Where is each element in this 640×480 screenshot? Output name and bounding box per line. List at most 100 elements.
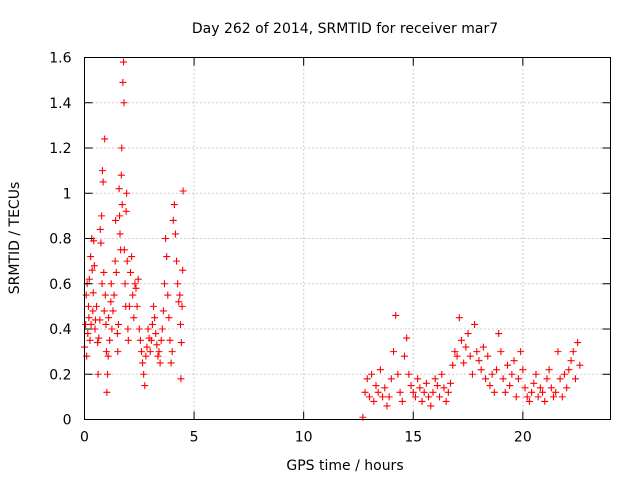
data-point [139,359,147,367]
data-point [442,397,450,405]
data-point [499,375,507,383]
data-point [114,348,122,356]
data-point [157,336,165,344]
data-point [123,257,131,265]
data-point [159,307,167,315]
data-point [108,325,116,333]
data-point [155,348,163,356]
data-point [125,302,133,310]
data-point [468,370,476,378]
data-point [490,388,498,396]
data-point [109,307,117,315]
data-point [115,185,123,193]
data-point [134,275,142,283]
data-point [143,343,151,351]
data-point [482,375,490,383]
data-point [372,382,380,390]
data-point [110,291,118,299]
data-point [142,352,150,360]
data-point [429,388,437,396]
data-point [390,348,398,356]
data-point [148,320,156,328]
data-point [497,348,505,356]
data-point [113,330,121,338]
data-point [374,388,382,396]
data-point [107,298,115,306]
data-point [550,393,558,401]
data-point [411,393,419,401]
data-point [438,370,446,378]
data-point [95,334,103,342]
data-point [147,336,155,344]
data-point [464,330,472,338]
data-point [379,393,387,401]
data-point [376,366,384,374]
data-point [122,207,130,215]
data-point [571,375,579,383]
data-point [140,370,148,378]
data-point [167,359,175,367]
data-point [119,78,127,86]
data-point [98,212,106,220]
data-point [361,388,369,396]
data-point [86,336,94,344]
data-point [512,393,520,401]
data-point [440,384,448,392]
data-point [135,325,143,333]
data-point [556,375,564,383]
grid [84,57,611,420]
data-point [569,348,577,356]
data-point [151,314,159,322]
data-point [141,382,149,390]
data-point [123,189,131,197]
data-point [385,393,393,401]
y-tick-label: 1.4 [49,96,71,112]
data-point [447,379,455,387]
data-point [475,357,483,365]
y-tick-label: 0.2 [49,367,71,383]
data-point [132,284,140,292]
data-point [158,325,166,333]
chart-title: Day 262 of 2014, SRMTID for receiver mar… [192,21,498,37]
data-point [116,230,124,238]
data-point [425,393,433,401]
data-point [519,366,527,374]
data-point [121,280,129,288]
data-point [554,348,562,356]
y-axis-label: SRMTID / TECUs [7,182,23,295]
data-point [120,246,128,254]
data-point [508,370,516,378]
data-point [87,320,95,328]
data-point [403,334,411,342]
data-point [420,388,428,396]
x-tick-label: 5 [190,430,199,446]
data-point [118,201,126,209]
data-point [368,370,376,378]
data-point [486,382,494,390]
data-point [506,382,514,390]
data-point [90,237,98,245]
data-point [102,348,110,356]
data-point [396,388,404,396]
data-point [137,348,145,356]
data-point [169,216,177,224]
data-point [102,320,110,328]
data-point [381,384,389,392]
y-tick-label: 1.2 [49,141,71,157]
data-point [150,302,158,310]
data-point [84,330,92,338]
data-point [164,291,172,299]
data-point [503,361,511,369]
data-point [120,99,128,107]
data-point [176,291,184,299]
data-point [91,325,99,333]
data-point [453,352,461,360]
data-point [96,316,104,324]
data-point [88,266,96,274]
data-point [170,201,178,209]
data-point [124,336,132,344]
data-point [162,235,170,242]
data-point [488,370,496,378]
data-point [407,382,415,390]
x-tick-label: 15 [404,430,422,446]
